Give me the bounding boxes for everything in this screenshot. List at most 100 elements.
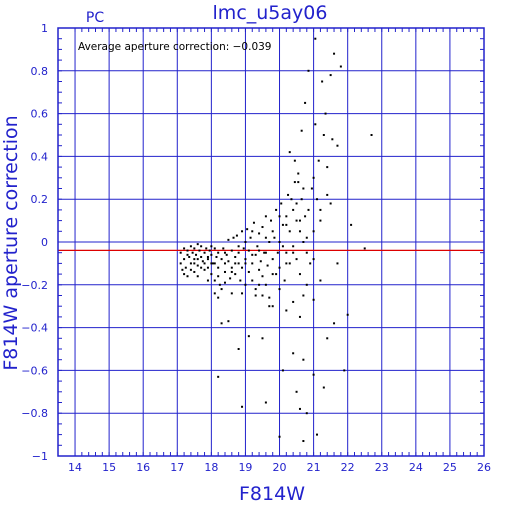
- data-point: [321, 80, 324, 83]
- data-point: [227, 238, 230, 241]
- data-point: [298, 407, 301, 410]
- data-point: [292, 245, 295, 248]
- data-point: [251, 262, 254, 265]
- data-point: [261, 294, 264, 297]
- data-point: [193, 270, 196, 273]
- data-point: [263, 251, 266, 254]
- data-point: [314, 123, 317, 126]
- data-point: [252, 221, 255, 224]
- data-point: [261, 337, 264, 340]
- data-point: [293, 181, 296, 184]
- data-point: [244, 258, 247, 261]
- data-point: [223, 281, 226, 284]
- data-point: [179, 251, 182, 254]
- data-point: [278, 435, 281, 438]
- data-point: [183, 247, 186, 250]
- data-point: [191, 251, 194, 254]
- data-point: [206, 258, 209, 261]
- data-point: [305, 283, 308, 286]
- data-point: [285, 251, 288, 254]
- data-point: [292, 300, 295, 303]
- data-point: [322, 134, 325, 136]
- data-point: [210, 273, 213, 276]
- data-point: [249, 236, 252, 239]
- data-point: [278, 266, 281, 269]
- data-point: [217, 275, 220, 278]
- data-point: [336, 262, 339, 265]
- data-point: [278, 215, 281, 218]
- data-point: [206, 266, 209, 269]
- data-point: [258, 249, 261, 252]
- data-point: [285, 215, 288, 218]
- data-point: [186, 253, 189, 256]
- data-point: [244, 283, 247, 286]
- x-tick-label: 17: [170, 461, 184, 474]
- x-tick-label: 25: [443, 461, 457, 474]
- data-point: [331, 138, 334, 141]
- data-point: [319, 219, 322, 222]
- y-tick-label: −0.2: [21, 279, 48, 292]
- data-point: [302, 187, 305, 190]
- data-point: [261, 275, 264, 278]
- data-point: [292, 352, 295, 355]
- data-point: [213, 279, 216, 282]
- data-point: [210, 245, 213, 248]
- x-tick-label: 16: [136, 461, 150, 474]
- data-point: [223, 262, 226, 265]
- data-point: [234, 255, 237, 258]
- data-point: [254, 294, 257, 297]
- data-point: [244, 241, 247, 243]
- data-point: [298, 315, 301, 318]
- data-point: [237, 245, 240, 248]
- data-point: [193, 258, 196, 261]
- x-tick-label: 14: [68, 461, 82, 474]
- data-point: [241, 405, 244, 408]
- data-point: [326, 193, 329, 196]
- data-point: [200, 245, 203, 248]
- data-point: [217, 296, 220, 299]
- data-point: [312, 298, 315, 301]
- data-point: [203, 262, 206, 265]
- data-point: [275, 273, 278, 276]
- data-point: [256, 245, 259, 248]
- data-point: [346, 313, 349, 316]
- data-point: [276, 251, 279, 254]
- y-tick-label: −1: [32, 450, 48, 463]
- data-point: [336, 144, 339, 147]
- data-point: [314, 37, 317, 40]
- data-point: [234, 273, 237, 276]
- data-point: [223, 251, 226, 254]
- x-tick-label: 22: [341, 461, 355, 474]
- data-point: [316, 198, 319, 201]
- data-point: [300, 198, 303, 201]
- data-point: [183, 258, 186, 261]
- data-point: [251, 230, 254, 233]
- data-point: [288, 151, 291, 154]
- data-point: [203, 268, 206, 271]
- data-point: [295, 258, 298, 261]
- data-point: [297, 181, 300, 184]
- plot-frame: [57, 27, 485, 457]
- data-point: [319, 208, 322, 211]
- data-point: [188, 255, 191, 258]
- data-point: [234, 262, 237, 265]
- data-point: [217, 375, 220, 378]
- data-point: [298, 273, 301, 276]
- data-point: [271, 273, 274, 276]
- data-point: [184, 266, 187, 269]
- data-point: [218, 283, 221, 286]
- data-point: [312, 230, 315, 233]
- data-point: [201, 260, 204, 263]
- data-point: [264, 401, 267, 404]
- y-tick-label: −0.4: [21, 322, 48, 335]
- data-point: [247, 270, 250, 273]
- data-point: [193, 247, 196, 250]
- y-tick-label: 1: [41, 22, 48, 35]
- y-tick-label: 0.4: [31, 150, 49, 163]
- data-point: [275, 208, 278, 211]
- data-point: [268, 241, 271, 243]
- data-point: [196, 264, 199, 267]
- grid: [58, 27, 485, 457]
- data-point: [280, 202, 283, 205]
- data-point: [196, 275, 199, 278]
